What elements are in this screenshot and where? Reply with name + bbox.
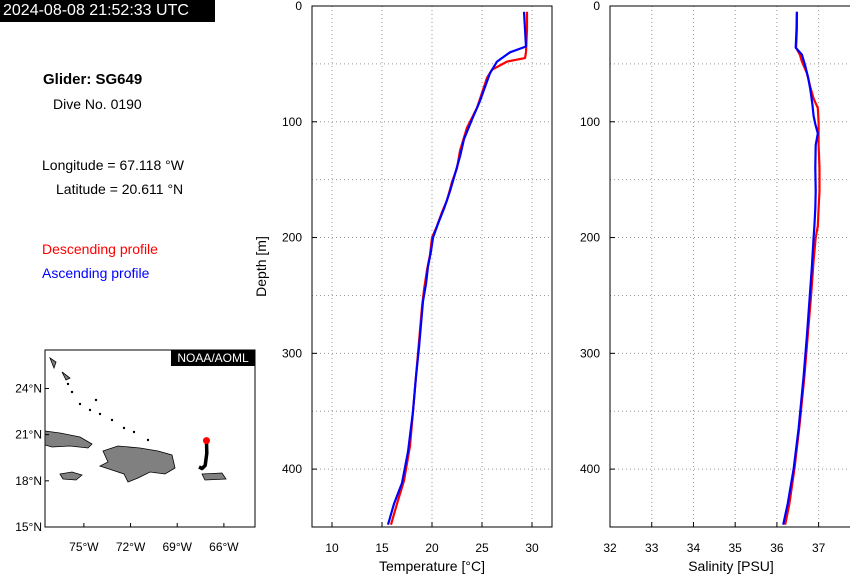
island-dot [122,426,126,430]
land-mass [61,371,71,381]
longitude-text: Longitude = 67.118 °W [42,157,184,173]
map-lon-label: 66°W [209,540,239,554]
glider-name: Glider: SG649 [43,71,143,88]
x-tick-label: 34 [687,541,701,555]
island-dot [88,408,92,412]
map-lon-label: 75°W [69,540,99,554]
island-dot [66,382,70,386]
x-axis-label: Temperature [°C] [379,558,485,574]
land-mass [44,430,93,449]
island-dot [94,398,98,402]
x-tick-label: 36 [770,541,784,555]
x-tick-label: 10 [325,541,339,555]
island-dot [132,430,136,434]
x-tick-label: 25 [475,541,489,555]
map-lat-label: 21°N [15,428,42,442]
y-tick-label: 100 [580,115,600,129]
x-tick-label: 15 [375,541,389,555]
x-tick-label: 33 [645,541,659,555]
dive-number: Dive No. 0190 [53,96,142,112]
island-dot [78,402,82,406]
x-tick-label: 35 [728,541,742,555]
island-dot [70,390,74,394]
y-tick-label: 400 [282,462,302,476]
map-lat-label: 18°N [15,474,42,488]
inset-map: NOAA/AOML 24°N 21°N 18°N 15°N 75°W 72°W 69°W 66°… [15,349,256,554]
latitude-text: Latitude = 20.611 °N [56,181,184,197]
map-lon-label: 72°W [116,540,146,554]
map-badge-bg [171,350,255,366]
x-tick-label: 32 [603,541,617,555]
y-tick-label: 0 [593,0,600,13]
land-mass [49,356,57,370]
island-dot [98,412,102,416]
legend-descending: Descending profile [42,241,158,257]
plot-frame [609,5,850,528]
y-tick-label: 300 [282,346,302,360]
map-lon-label: 69°W [162,540,192,554]
glider-position-marker [202,437,210,445]
land-mass [59,471,83,481]
glider-track [198,440,209,471]
ascending-profile-line [782,11,819,525]
map-lat-label: 15°N [15,520,42,534]
legend-ascending: Ascending profile [42,265,150,281]
map-lat-label: 24°N [15,381,42,395]
y-tick-label: 200 [282,231,302,245]
land-mass [201,472,227,481]
ascending-profile-line [386,11,528,526]
x-tick-label: 37 [812,541,826,555]
x-tick-label: 20 [425,541,439,555]
y-axis-label: Depth [m] [253,236,269,297]
y-tick-label: 400 [580,462,600,476]
y-tick-label: 200 [580,231,600,245]
map-badge: NOAA/AOML [177,351,249,365]
descending-profile-line [784,11,821,525]
y-tick-label: 0 [295,0,302,13]
island-dot [110,418,114,422]
x-tick-label: 30 [525,541,539,555]
y-tick-label: 300 [580,346,600,360]
descending-profile-line [389,11,529,526]
y-tick-label: 100 [282,115,302,129]
x-axis-label: Salinity [PSU] [688,558,774,574]
timestamp: 2024-08-08 21:52:33 UTC [0,0,215,22]
profile-panel-1: 32 33 34 35 36 37 0 100 200 300 400 Salinity [PSU] [580,0,850,574]
land-mass [98,445,176,483]
island-dot [146,438,150,442]
